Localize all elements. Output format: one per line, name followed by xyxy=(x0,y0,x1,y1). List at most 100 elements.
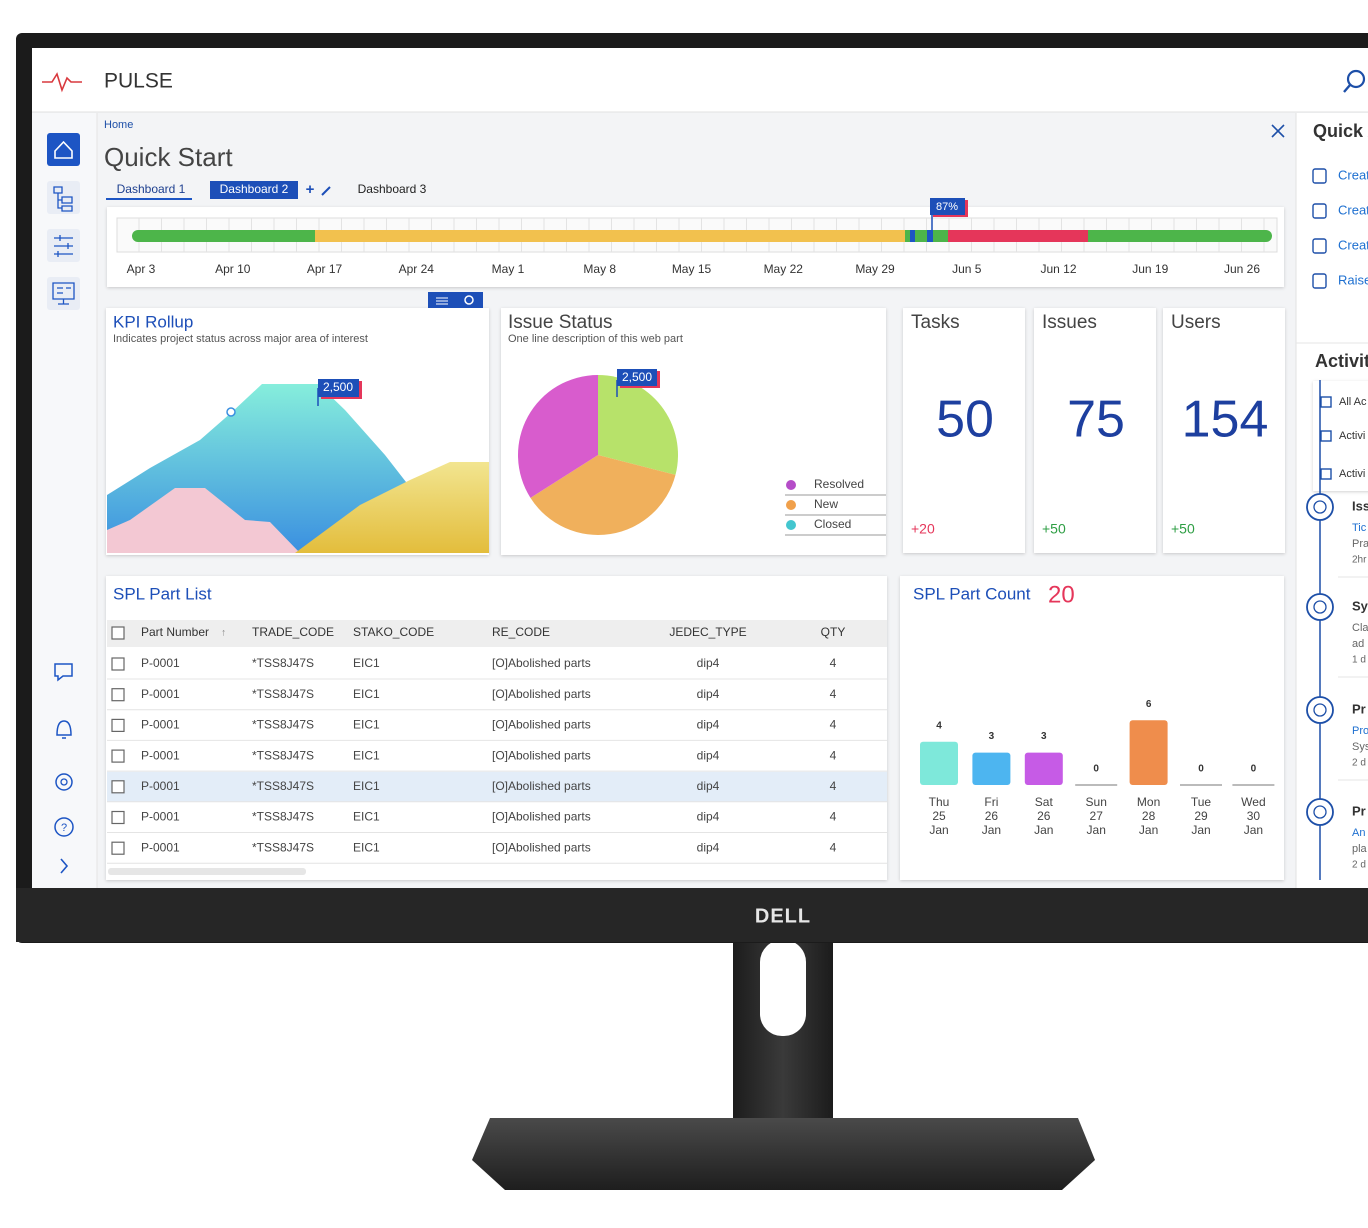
column-header[interactable]: STAKO_CODE xyxy=(353,625,434,639)
column-header[interactable]: Part Number xyxy=(141,625,209,639)
x-tick-label: Jan xyxy=(1139,823,1158,837)
breadcrumb[interactable]: Home xyxy=(104,119,133,131)
table-cell: EIC1 xyxy=(353,840,380,854)
action-link[interactable]: Creat xyxy=(1338,237,1368,252)
table-cell: EIC1 xyxy=(353,779,380,793)
column-header[interactable]: JEDEC_TYPE xyxy=(669,625,746,639)
action-icon xyxy=(1312,273,1327,289)
close-icon[interactable] xyxy=(1271,124,1285,138)
table-cell: [O]Abolished parts xyxy=(492,656,591,670)
panel-title: Quick A xyxy=(1313,121,1368,141)
stat-label: Tasks xyxy=(911,312,960,333)
filter-checkbox[interactable] xyxy=(1320,430,1332,442)
legend-swatch xyxy=(786,500,796,510)
feed-title: Sy xyxy=(1352,598,1368,613)
timeline-date: Jun 26 xyxy=(1224,262,1260,276)
row-checkbox[interactable] xyxy=(111,718,125,733)
callout-bg xyxy=(617,369,657,386)
tab[interactable]: Dashboard 1 xyxy=(117,182,186,196)
column-header[interactable]: QTY xyxy=(821,625,846,639)
bar xyxy=(1180,784,1222,786)
app-name: PULSE xyxy=(104,70,173,93)
feed-icon xyxy=(1306,493,1334,521)
row-checkbox[interactable] xyxy=(111,626,125,640)
bar-chart: 4Thu25Jan3Fri26Jan3Sat26Jan0Sun27Jan6Mon… xyxy=(920,699,1275,837)
chat-icon[interactable] xyxy=(54,663,73,682)
kpi-point[interactable] xyxy=(226,407,236,417)
search-icon[interactable] xyxy=(1346,69,1366,89)
column-header[interactable]: RE_CODE xyxy=(492,625,550,639)
table-cell: 4 xyxy=(830,840,837,854)
bar-value-label: 0 xyxy=(1251,764,1257,775)
stat-delta: +50 xyxy=(1171,521,1195,537)
table-cell: P-0001 xyxy=(141,810,180,824)
legend-label: Resolved xyxy=(814,477,864,491)
timeline-segment xyxy=(927,230,933,242)
timeline-date: Jun 12 xyxy=(1040,262,1076,276)
part-count-card xyxy=(900,576,1284,880)
row-checkbox[interactable] xyxy=(111,810,125,825)
stats: Tasks 50 +20 Issues 75 +50 Users 154 +50 xyxy=(903,308,1285,553)
monitor-chin xyxy=(16,888,1368,942)
action-link[interactable]: Creat xyxy=(1338,202,1368,217)
nav-board[interactable] xyxy=(47,277,80,310)
tab[interactable]: Dashboard 2 xyxy=(220,182,289,196)
x-tick-label: Thu xyxy=(929,795,950,809)
row-checkbox[interactable] xyxy=(111,780,125,794)
stat-value: 75 xyxy=(1067,391,1125,449)
x-tick-label: Sat xyxy=(1035,795,1054,809)
timeline-date: Apr 17 xyxy=(307,262,343,276)
row-checkbox[interactable] xyxy=(111,749,125,763)
expand-icon[interactable] xyxy=(60,858,69,874)
x-tick-label: Wed xyxy=(1241,795,1265,809)
row-checkbox[interactable] xyxy=(111,841,125,855)
filter-checkbox[interactable] xyxy=(1320,468,1332,480)
bell-icon[interactable] xyxy=(56,720,72,739)
scrollbar[interactable] xyxy=(108,868,306,875)
column-header[interactable]: TRADE_CODE xyxy=(252,625,334,639)
timeline-segment xyxy=(948,230,1088,242)
add-tab-icon[interactable]: + xyxy=(306,181,315,198)
help-icon[interactable] xyxy=(54,817,74,837)
feed-line-text: 2hr xyxy=(1352,555,1367,566)
x-tick-label: Sun xyxy=(1086,795,1107,809)
bar xyxy=(1129,720,1168,785)
table-cell: dip4 xyxy=(697,810,720,824)
edit-tab-icon[interactable] xyxy=(321,186,331,196)
table-cell: P-0001 xyxy=(141,748,180,762)
card-title: KPI Rollup xyxy=(113,312,193,331)
card-title: SPL Part List xyxy=(113,584,212,603)
table-cell: EIC1 xyxy=(353,687,380,701)
timeline-date: Jun 19 xyxy=(1132,262,1168,276)
x-tick-label: 29 xyxy=(1194,809,1208,823)
stat-value: 154 xyxy=(1182,391,1269,449)
tab[interactable]: Dashboard 3 xyxy=(358,182,427,196)
row-checkbox[interactable] xyxy=(111,688,125,702)
action-link[interactable]: Creat xyxy=(1338,167,1368,182)
settings-button[interactable] xyxy=(456,292,483,308)
settings-icon[interactable] xyxy=(55,773,73,791)
table-cell: *TSS8J47S xyxy=(252,687,314,701)
table-cell: [O]Abolished parts xyxy=(492,840,591,854)
nav-home[interactable] xyxy=(47,133,80,166)
row-checkbox[interactable] xyxy=(111,657,125,671)
feed-line-text: pla xyxy=(1352,843,1368,855)
action-link[interactable]: Raise xyxy=(1338,272,1368,287)
kpi-area xyxy=(107,488,300,553)
filter-label: All Ac xyxy=(1339,396,1367,408)
timeline-date: Apr 10 xyxy=(215,262,251,276)
grid-button[interactable] xyxy=(428,292,456,308)
feed-icon-inner xyxy=(1313,805,1327,819)
table-cell: dip4 xyxy=(697,687,720,701)
filter-checkbox[interactable] xyxy=(1320,396,1332,408)
feed-line-text: Sys xyxy=(1352,741,1368,753)
page-title: Quick Start xyxy=(104,142,233,172)
stat-value: 50 xyxy=(936,391,994,449)
x-tick-label: 26 xyxy=(1037,809,1051,823)
filter-icon xyxy=(54,235,73,257)
feed-icon-inner xyxy=(1313,600,1327,614)
timeline-date: Apr 24 xyxy=(399,262,435,276)
legend: Resolved New Closed xyxy=(785,477,886,536)
table-cell: *TSS8J47S xyxy=(252,810,314,824)
legend-label: New xyxy=(814,497,838,511)
